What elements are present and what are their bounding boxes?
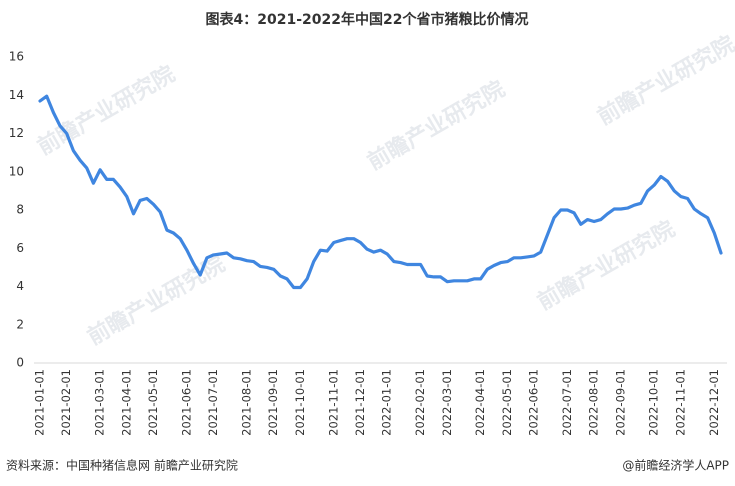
y-tick-label: 14 [9,88,24,102]
x-tick-label: 2022-01-01 [380,369,394,436]
watermark: 前瞻产业研究院 [363,76,509,176]
x-tick-label: 2021-08-01 [239,369,253,436]
y-tick-label: 4 [16,279,24,293]
chart-title: 图表4：2021-2022年中国22个省市猪粮比价情况 [206,11,529,28]
watermark: 前瞻产业研究院 [33,61,179,161]
x-tick-label: 2021-06-01 [179,369,193,436]
x-tick-label: 2021-03-01 [93,369,107,436]
x-tick-label: 2022-03-01 [440,369,454,436]
x-tick-label: 2021-09-01 [266,369,280,436]
y-tick-label: 16 [9,50,24,64]
x-tick-label: 2021-10-01 [293,369,307,436]
watermark: 前瞻产业研究院 [83,251,229,351]
data-line [38,94,723,290]
watermark: 前瞻产业研究院 [533,216,679,316]
y-tick-label: 6 [16,241,24,255]
x-tick-label: 2022-12-01 [707,369,721,436]
x-tick-label: 2022-08-01 [587,369,601,436]
source-note: 资料来源：中国种猪信息网 前瞻产业研究院 [6,458,238,473]
x-tick-label: 2022-06-01 [527,369,541,436]
x-tick-label: 2021-01-01 [33,369,47,436]
y-tick-label: 8 [16,203,24,217]
watermark: 前瞻产业研究院 [593,31,735,131]
x-tick-label: 2021-07-01 [206,369,220,436]
x-tick-label: 2021-05-01 [146,369,160,436]
x-tick-label: 2022-09-01 [613,369,627,436]
credit: @前瞻经济学人APP [622,458,729,473]
x-tick-label: 2021-11-01 [326,369,340,436]
x-tick-label: 2021-12-01 [353,369,367,436]
x-tick-label: 2022-05-01 [500,369,514,436]
x-tick-label: 2021-02-01 [59,369,73,436]
x-tick-label: 2022-02-01 [413,369,427,436]
y-tick-label: 12 [9,126,24,140]
x-tick-label: 2022-10-01 [647,369,661,436]
y-tick-label: 10 [9,164,24,178]
x-tick-label: 2022-11-01 [673,369,687,436]
x-tick-label: 2021-04-01 [119,369,133,436]
y-tick-label: 0 [16,356,24,370]
x-tick-label: 2022-07-01 [560,369,574,436]
x-tick-label: 2022-04-01 [473,369,487,436]
y-tick-label: 2 [16,317,24,331]
